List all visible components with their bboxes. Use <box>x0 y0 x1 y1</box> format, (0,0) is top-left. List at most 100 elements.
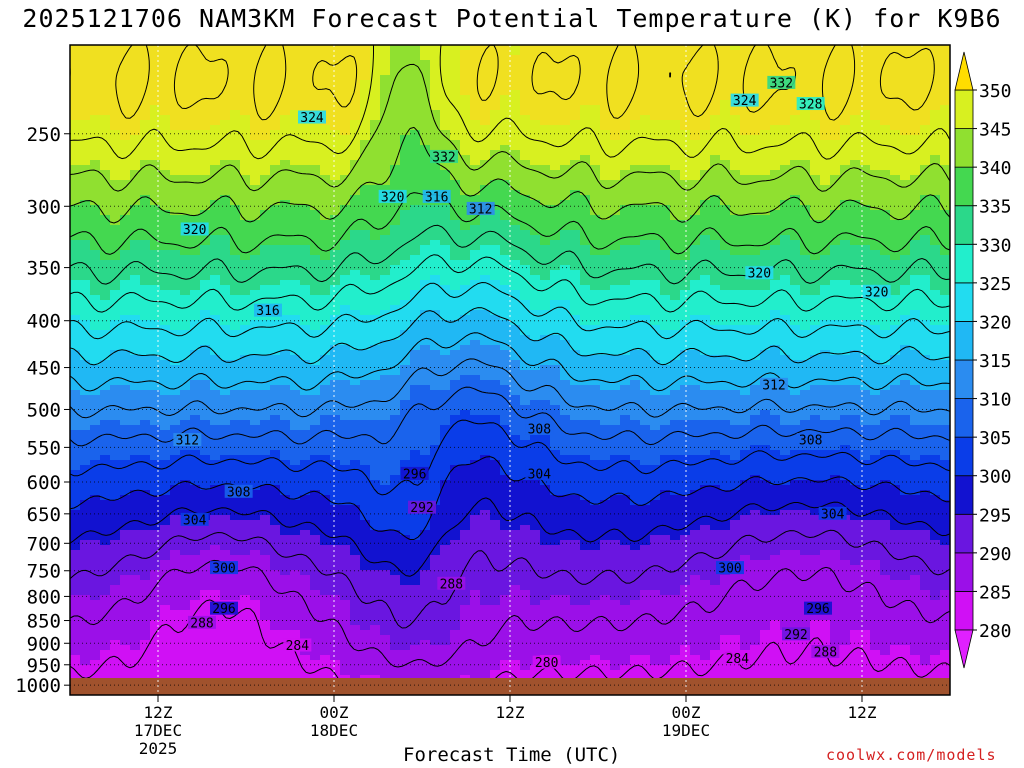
heatmap-cell <box>230 185 241 191</box>
heatmap-cell <box>280 285 291 291</box>
heatmap-cell <box>610 200 621 206</box>
heatmap-cell <box>630 220 641 226</box>
heatmap-cell <box>490 245 501 251</box>
heatmap-cell <box>280 325 291 331</box>
heatmap-cell <box>310 315 321 321</box>
heatmap-cell <box>830 285 841 291</box>
heatmap-cell <box>890 85 901 91</box>
heatmap-cell <box>860 240 871 246</box>
heatmap-cell <box>580 250 591 256</box>
heatmap-cell <box>380 60 391 66</box>
heatmap-cell <box>910 235 921 241</box>
heatmap-cell <box>130 310 141 316</box>
heatmap-cell <box>840 190 851 196</box>
heatmap-cell <box>370 135 381 141</box>
heatmap-cell <box>860 315 871 321</box>
heatmap-cell <box>340 275 351 281</box>
heatmap-cell <box>230 325 241 331</box>
heatmap-cell <box>640 300 651 306</box>
heatmap-cell <box>510 325 521 331</box>
heatmap-cell <box>910 285 921 291</box>
heatmap-cell <box>860 200 871 206</box>
heatmap-cell <box>110 140 121 146</box>
heatmap-cell <box>220 140 231 146</box>
heatmap-cell <box>300 200 311 206</box>
heatmap-cell <box>370 325 381 331</box>
heatmap-cell <box>510 150 521 156</box>
heatmap-cell <box>520 120 531 126</box>
heatmap-cell <box>260 105 271 111</box>
heatmap-cell <box>440 305 451 311</box>
heatmap-cell <box>480 170 491 176</box>
heatmap-cell <box>130 295 141 301</box>
heatmap-cell <box>430 235 441 241</box>
heatmap-cell <box>820 95 831 101</box>
heatmap-cell <box>800 70 811 76</box>
heatmap-cell <box>940 55 951 61</box>
heatmap-cell <box>850 140 861 146</box>
heatmap-cell <box>310 125 321 131</box>
heatmap-cell <box>70 60 81 66</box>
heatmap-cell <box>290 220 301 226</box>
heatmap-cell <box>520 290 531 296</box>
heatmap-cell <box>560 95 571 101</box>
heatmap-cell <box>420 265 431 271</box>
heatmap-cell <box>380 185 391 191</box>
heatmap-cell <box>530 120 541 126</box>
heatmap-cell <box>630 165 641 171</box>
heatmap-cell <box>830 60 841 66</box>
heatmap-cell <box>300 300 311 306</box>
heatmap-cell <box>890 120 901 126</box>
heatmap-cell <box>400 100 411 106</box>
heatmap-cell <box>630 160 641 166</box>
heatmap-cell <box>420 95 431 101</box>
heatmap-cell <box>130 80 141 86</box>
heatmap-cell <box>560 275 571 281</box>
heatmap-cell <box>500 105 511 111</box>
heatmap-cell <box>170 205 181 211</box>
heatmap-cell <box>280 100 291 106</box>
heatmap-cell <box>390 45 401 51</box>
heatmap-cell <box>240 65 251 71</box>
heatmap-cell <box>480 50 491 56</box>
heatmap-cell <box>430 320 441 326</box>
heatmap-cell <box>510 55 521 61</box>
heatmap-cell <box>260 255 271 261</box>
heatmap-cell <box>160 75 171 81</box>
heatmap-cell <box>270 175 281 181</box>
heatmap-cell <box>760 175 771 181</box>
heatmap-cell <box>730 295 741 301</box>
heatmap-cell <box>780 175 791 181</box>
heatmap-cell <box>660 105 671 111</box>
heatmap-cell <box>390 325 401 331</box>
heatmap-cell <box>460 105 471 111</box>
heatmap-cell <box>580 270 591 276</box>
heatmap-cell <box>420 305 431 311</box>
heatmap-cell <box>680 230 691 236</box>
heatmap-cell <box>690 130 701 136</box>
heatmap-cell <box>130 210 141 216</box>
heatmap-cell <box>760 135 771 141</box>
heatmap-cell <box>390 55 401 61</box>
heatmap-cell <box>530 115 541 121</box>
heatmap-cell <box>160 70 171 76</box>
heatmap-cell <box>70 95 81 101</box>
heatmap-cell <box>560 225 571 231</box>
heatmap-cell <box>310 100 321 106</box>
heatmap-cell <box>250 225 261 231</box>
heatmap-cell <box>840 110 851 116</box>
heatmap-cell <box>570 320 581 326</box>
heatmap-cell <box>610 220 621 226</box>
heatmap-cell <box>480 155 491 161</box>
heatmap-cell <box>690 65 701 71</box>
heatmap-cell <box>70 145 81 151</box>
heatmap-cell <box>830 85 841 91</box>
heatmap-cell <box>470 85 481 91</box>
heatmap-cell <box>160 215 171 221</box>
heatmap-cell <box>130 150 141 156</box>
heatmap-cell <box>380 80 391 86</box>
heatmap-cell <box>80 170 91 176</box>
heatmap-cell <box>650 295 661 301</box>
heatmap-cell <box>350 160 361 166</box>
heatmap-cell <box>170 185 181 191</box>
